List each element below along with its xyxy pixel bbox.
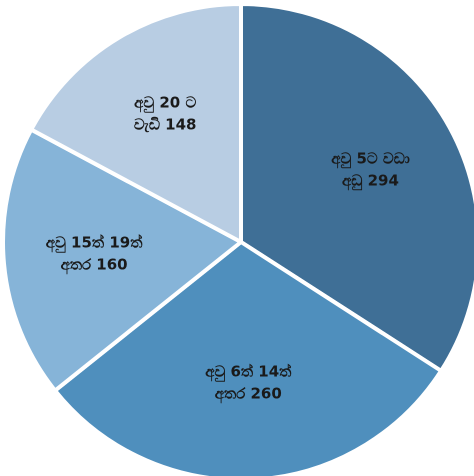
slice-label-line1-1: අවු 5ට වඩා bbox=[331, 149, 410, 169]
slice-label-line1-2: අවු 6ත් 14ත් bbox=[205, 362, 292, 382]
slice-label-line2-1: අඩු 294 bbox=[342, 171, 399, 191]
slice-label-line1-4: අවු 20 ට bbox=[134, 93, 196, 113]
slice-label-line2-3: අතර 160 bbox=[61, 255, 128, 274]
slice-label-line1-3: අවු 15ත් 19ත් bbox=[46, 233, 143, 253]
pie-slice-2 bbox=[53, 240, 444, 476]
pie-labels: අවු 5ට වඩාඅඩු 294 අවු 6ත් 14ත් අතර 260 අවු … bbox=[46, 93, 410, 403]
pie-slice-3 bbox=[1, 127, 243, 393]
slice-label-line2-4: වැඩි 148 bbox=[134, 115, 197, 133]
pie-slice-4 bbox=[29, 2, 243, 244]
slice-label-line2-2: අතර 260 bbox=[215, 385, 282, 404]
